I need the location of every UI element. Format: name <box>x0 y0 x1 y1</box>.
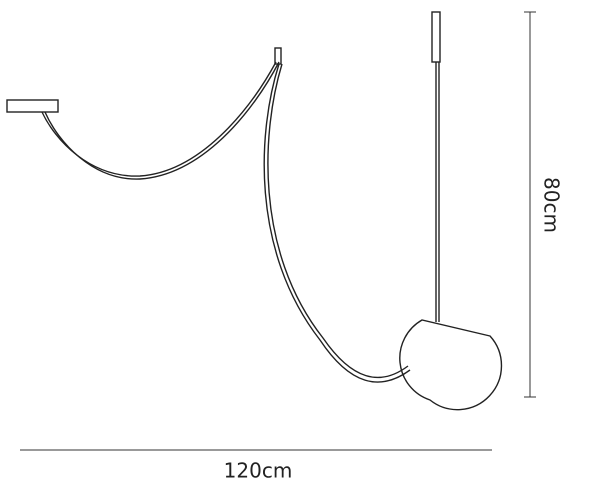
height-label: 80cm <box>540 177 564 233</box>
cable-hook <box>274 47 282 65</box>
lamp-shade <box>399 319 503 411</box>
cable-lower <box>263 63 411 383</box>
width-dimension: 120cm <box>20 449 492 483</box>
ceiling-canopy <box>6 99 59 113</box>
cable-upper-edge <box>44 61 280 180</box>
height-dimension: 80cm <box>524 11 564 398</box>
width-label: 120cm <box>224 459 293 483</box>
cable-lower-edge <box>267 63 409 379</box>
cable-upper <box>41 61 277 177</box>
lamp-drawing <box>6 11 503 411</box>
ceiling-bracket <box>431 11 441 63</box>
